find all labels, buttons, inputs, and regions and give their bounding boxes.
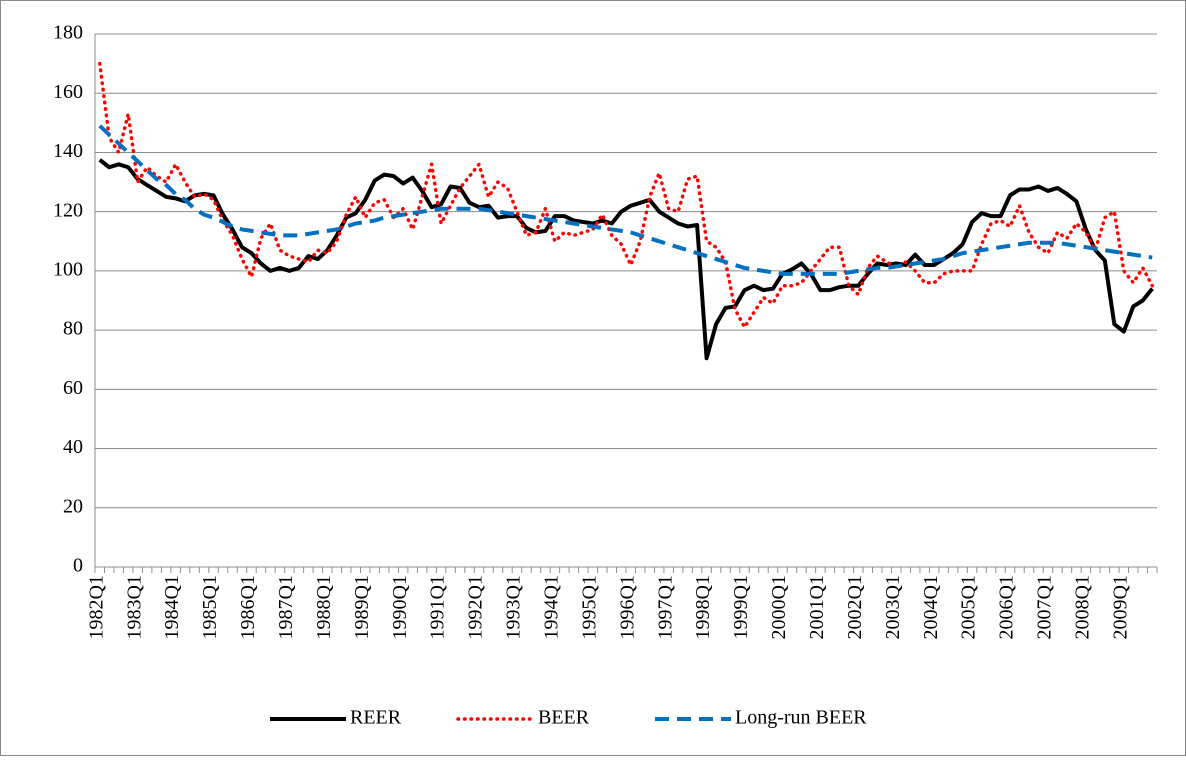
y-tick-label: 160 bbox=[53, 81, 83, 103]
y-tick-label: 20 bbox=[63, 495, 83, 517]
x-tick-label: 1987Q1 bbox=[275, 575, 297, 639]
y-tick-label: 0 bbox=[73, 555, 83, 577]
y-tick-label: 120 bbox=[53, 199, 83, 221]
x-tick-label: 1983Q1 bbox=[123, 575, 145, 639]
x-tick-label: 1986Q1 bbox=[237, 575, 259, 639]
x-tick-label: 1989Q1 bbox=[351, 575, 373, 639]
x-tick-label: 2006Q1 bbox=[996, 575, 1018, 639]
x-tick-label: 2002Q1 bbox=[844, 575, 866, 639]
y-tick-label: 180 bbox=[53, 22, 83, 44]
legend-label: BEER bbox=[538, 707, 590, 729]
x-tick-label: 2001Q1 bbox=[806, 575, 828, 639]
x-tick-label: 1995Q1 bbox=[578, 575, 600, 639]
x-tick-label: 2000Q1 bbox=[768, 575, 790, 639]
x-tick-label: 1991Q1 bbox=[427, 575, 449, 639]
x-tick-label: 1998Q1 bbox=[692, 575, 714, 639]
legend-label: Long-run BEER bbox=[735, 707, 867, 729]
x-tick-label: 1999Q1 bbox=[730, 575, 752, 639]
x-tick-label: 1988Q1 bbox=[313, 575, 335, 639]
x-tick-label: 1990Q1 bbox=[389, 575, 411, 639]
x-tick-label: 1984Q1 bbox=[161, 575, 183, 639]
y-tick-label: 60 bbox=[63, 377, 83, 399]
x-tick-label: 1992Q1 bbox=[465, 575, 487, 639]
x-tick-label: 1985Q1 bbox=[199, 575, 221, 639]
x-tick-label: 1982Q1 bbox=[85, 575, 107, 639]
x-tick-label: 2003Q1 bbox=[882, 575, 904, 639]
x-tick-label: 2009Q1 bbox=[1109, 575, 1131, 639]
series-line bbox=[97, 61, 1155, 329]
x-tick-label: 2007Q1 bbox=[1034, 575, 1056, 639]
x-tick-label: 1997Q1 bbox=[654, 575, 676, 639]
y-tick-label: 100 bbox=[53, 258, 83, 280]
x-tick-label: 1996Q1 bbox=[616, 575, 638, 639]
x-tick-label: 2005Q1 bbox=[958, 575, 980, 639]
x-tick-label: 1994Q1 bbox=[540, 575, 562, 639]
y-tick-label: 40 bbox=[63, 436, 83, 458]
series-line bbox=[98, 124, 1153, 276]
legend-label: REER bbox=[350, 707, 402, 729]
x-tick-label: 2004Q1 bbox=[920, 575, 942, 639]
series-line bbox=[98, 158, 1154, 361]
y-tick-label: 140 bbox=[53, 140, 83, 162]
x-tick-label: 1993Q1 bbox=[503, 575, 525, 639]
x-tick-label: 2008Q1 bbox=[1071, 575, 1093, 639]
y-tick-label: 80 bbox=[63, 318, 83, 340]
